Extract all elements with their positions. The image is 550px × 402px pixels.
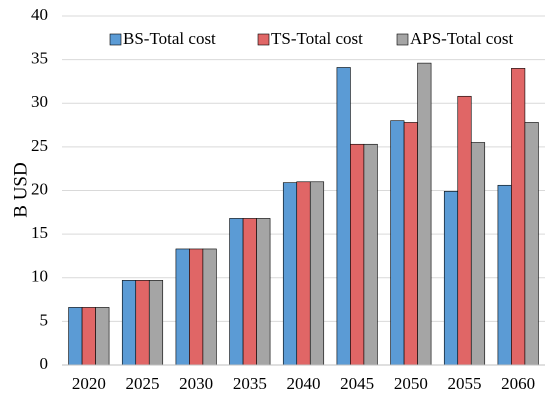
bar-ts-total-cost-2050 [403, 122, 418, 366]
bar-aps-total-cost-2050 [417, 62, 432, 366]
legend-swatch [257, 33, 270, 46]
bar-bs-total-cost-2060 [497, 184, 512, 366]
x-tick-label: 2030 [179, 374, 213, 393]
legend-label: APS-Total cost [410, 29, 513, 48]
x-tick-label: 2060 [501, 374, 535, 393]
x-tick-label: 2055 [448, 374, 482, 393]
bar-aps-total-cost-2035 [256, 218, 271, 366]
bar-ts-total-cost-2060 [511, 68, 526, 366]
bar-aps-total-cost-2030 [202, 248, 217, 366]
bar-aps-total-cost-2040 [309, 181, 325, 366]
x-tick-labels: 2020 2025 2030 2035 2040 2045 2050 2055 2060 [72, 374, 535, 393]
legend: BS-Total cost TS-Total cost APS-Total cost [109, 29, 513, 48]
legend-label: BS-Total cost [123, 29, 216, 48]
bar-aps-total-cost-2060 [524, 122, 539, 366]
bar-ts-total-cost-2030 [189, 248, 204, 366]
bar-bs-total-cost-2045 [336, 67, 351, 366]
y-tick-label: 30 [31, 92, 48, 111]
bar-ts-total-cost-2020 [81, 307, 96, 366]
x-tick-label: 2040 [287, 374, 321, 393]
x-tick-label: 2020 [72, 374, 106, 393]
bar-aps-total-cost-2045 [363, 143, 378, 366]
bar-aps-total-cost-2020 [95, 307, 110, 366]
bar-ts-total-cost-2035 [242, 218, 257, 366]
bar-aps-total-cost-2025 [148, 280, 164, 366]
bar-bs-total-cost-2030 [175, 248, 190, 366]
y-tick-label: 35 [31, 49, 48, 68]
y-tick-label: 15 [31, 223, 48, 242]
y-tick-label: 25 [31, 136, 48, 155]
legend-swatch [109, 33, 122, 46]
bar-bs-total-cost-2040 [282, 182, 298, 366]
bar-bs-total-cost-2050 [390, 120, 405, 366]
bars [68, 62, 539, 366]
x-tick-label: 2045 [340, 374, 374, 393]
legend-swatch [396, 33, 409, 46]
bar-ts-total-cost-2025 [135, 280, 150, 366]
x-tick-label: 2050 [394, 374, 428, 393]
y-tick-label: 5 [40, 310, 49, 329]
bar-bs-total-cost-2020 [68, 307, 83, 366]
x-tick-label: 2025 [126, 374, 160, 393]
y-tick-label: 10 [31, 267, 48, 286]
bar-ts-total-cost-2040 [296, 181, 311, 366]
y-tick-labels: 0 5 10 15 20 25 30 35 40 [31, 5, 48, 373]
bar-aps-total-cost-2055 [470, 142, 486, 366]
bar-bs-total-cost-2055 [443, 191, 459, 366]
bar-bs-total-cost-2035 [229, 218, 244, 366]
y-tick-label: 40 [31, 5, 48, 24]
y-axis-title: B USD [10, 162, 31, 217]
bar-ts-total-cost-2045 [350, 143, 365, 366]
y-tick-label: 0 [40, 354, 49, 373]
y-tick-label: 20 [31, 179, 48, 198]
x-tick-label: 2035 [233, 374, 267, 393]
bar-bs-total-cost-2025 [121, 280, 137, 366]
legend-label: TS-Total cost [271, 29, 363, 48]
bar-ts-total-cost-2055 [457, 95, 472, 366]
